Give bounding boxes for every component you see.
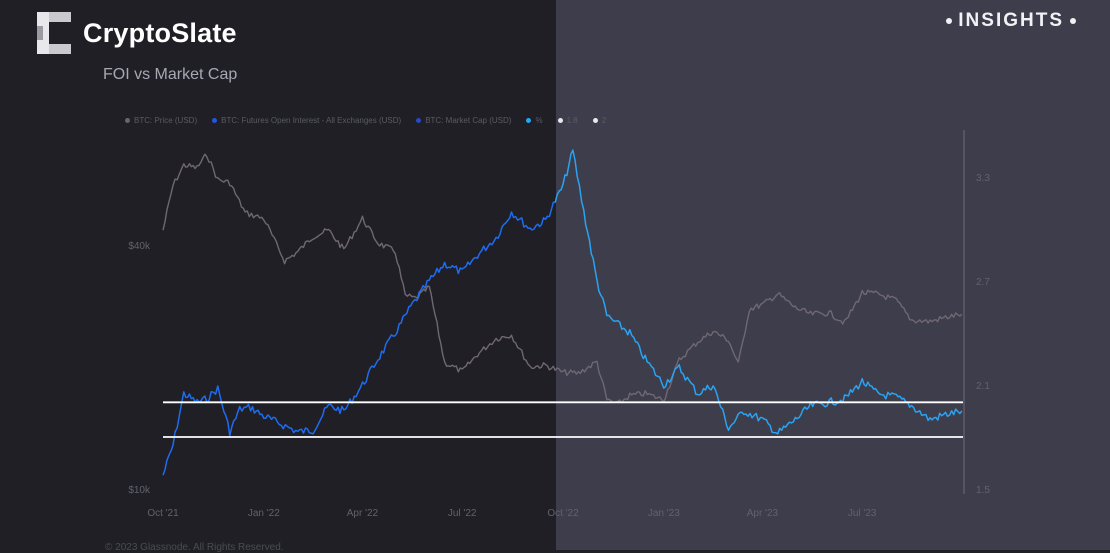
legend-item[interactable]: BTC: Market Cap (USD) bbox=[416, 116, 511, 125]
x-tick-label: Apr '22 bbox=[347, 508, 379, 519]
price-series-line bbox=[162, 153, 963, 404]
legend-swatch-icon bbox=[125, 118, 130, 123]
cryptoslate-logo-icon bbox=[37, 12, 71, 54]
legend-label: BTC: Price (USD) bbox=[134, 116, 198, 125]
legend-label: 1.8 bbox=[566, 116, 578, 125]
x-tick-label: Jul '23 bbox=[848, 508, 877, 519]
x-tick-label: Apr '23 bbox=[747, 508, 779, 519]
percent-series-line bbox=[162, 201, 556, 476]
legend-item[interactable]: % bbox=[526, 116, 543, 125]
y-right-tick-label: 2.7 bbox=[976, 277, 990, 288]
copyright-footer: © 2023 Glassnode. All Rights Reserved. bbox=[105, 542, 284, 553]
y-right-tick-label: 3.3 bbox=[976, 173, 990, 184]
x-tick-label: Jan '22 bbox=[248, 508, 280, 519]
bullet-icon bbox=[946, 18, 953, 24]
legend-item[interactable]: 2 bbox=[592, 116, 607, 125]
legend-swatch-icon bbox=[212, 118, 218, 123]
y-left-tick-label: $40k bbox=[128, 241, 151, 252]
x-tick-label: Oct '21 bbox=[147, 508, 179, 519]
legend-swatch-icon bbox=[557, 118, 563, 123]
x-tick-label: Oct '22 bbox=[547, 508, 579, 519]
chart-background-left bbox=[0, 0, 556, 550]
chart-subtitle: FOI vs Market Cap bbox=[103, 66, 238, 83]
legend-swatch-icon bbox=[416, 118, 422, 123]
percent-series-line-highlight bbox=[554, 149, 963, 435]
y-right-tick-label: 1.5 bbox=[976, 485, 990, 496]
legend-swatch-icon bbox=[526, 118, 532, 123]
insights-label: INSIGHTS bbox=[958, 10, 1064, 31]
legend-label: 2 bbox=[601, 116, 607, 125]
legend-label: % bbox=[535, 116, 543, 125]
legend-label: BTC: Market Cap (USD) bbox=[425, 116, 512, 125]
legend-label: BTC: Futures Open Interest - All Exchang… bbox=[221, 116, 402, 125]
x-tick-label: Jan '23 bbox=[648, 508, 680, 519]
legend-item[interactable]: 1.8 bbox=[557, 116, 578, 125]
brand-name: CryptoSlate bbox=[83, 17, 237, 48]
insights-badge: INSIGHTS bbox=[940, 10, 1082, 32]
x-tick-label: Jul '22 bbox=[448, 508, 477, 519]
bullet-icon bbox=[1070, 18, 1076, 24]
brand: CryptoSlate bbox=[37, 12, 237, 54]
chart-legend: BTC: Price (USD) BTC: Futures Open Intere… bbox=[125, 116, 621, 125]
legend-item[interactable]: BTC: Price (USD) bbox=[125, 116, 197, 125]
legend-swatch-icon bbox=[592, 118, 598, 123]
chart-background-right bbox=[556, 0, 1110, 550]
y-left-tick-label: $10k bbox=[128, 485, 151, 496]
y-right-tick-label: 2.1 bbox=[976, 381, 990, 392]
legend-item[interactable]: BTC: Futures Open Interest - All Exchang… bbox=[212, 116, 401, 125]
